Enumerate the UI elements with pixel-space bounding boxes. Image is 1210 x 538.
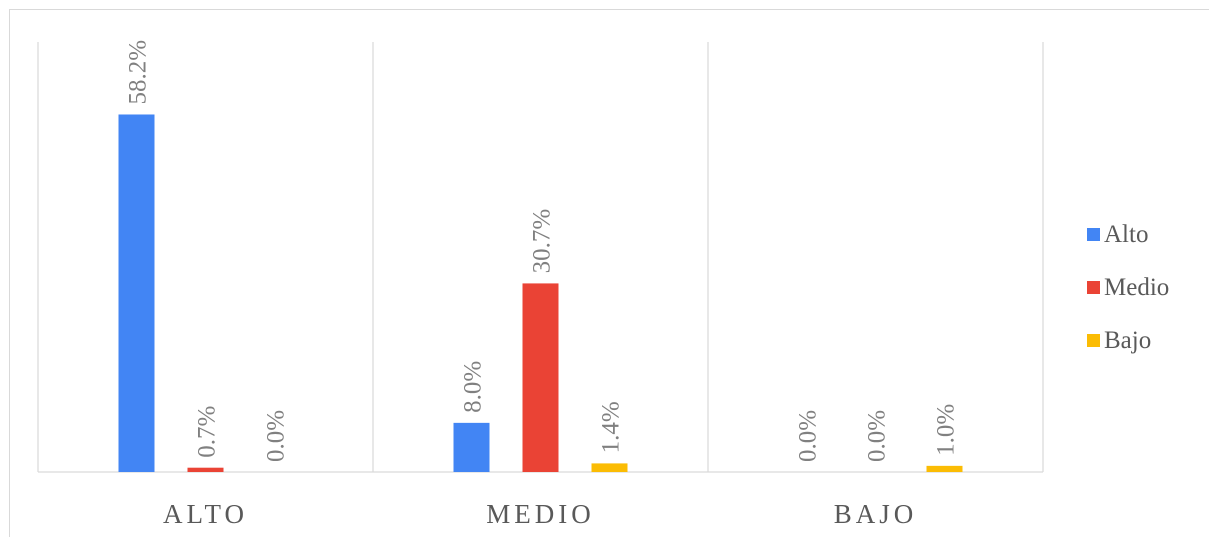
legend-item-alto[interactable]: Alto [1087, 208, 1169, 261]
category-label: ALTO [163, 499, 248, 529]
data-label: 1.0% [933, 404, 960, 456]
bar-bajo-medio [591, 463, 628, 472]
legend-swatch-medio [1087, 281, 1100, 294]
bar-alto-medio [453, 422, 490, 472]
legend-label-bajo: Bajo [1104, 326, 1152, 354]
data-label: 0.0% [795, 410, 822, 462]
legend-label-alto: Alto [1104, 220, 1149, 248]
category-label: BAJO [834, 499, 918, 529]
bar-bajo-bajo [926, 465, 963, 472]
data-label: 0.0% [864, 410, 891, 462]
data-label: 0.0% [263, 410, 290, 462]
data-label: 30.7% [529, 209, 556, 274]
legend-swatch-bajo [1087, 334, 1100, 347]
legend-item-bajo[interactable]: Bajo [1087, 314, 1169, 367]
data-label: 1.4% [598, 401, 625, 453]
category-label: MEDIO [486, 499, 595, 529]
bar-medio-alto [187, 467, 224, 472]
bar-alto-alto [118, 114, 155, 472]
data-label: 0.7% [194, 406, 221, 458]
legend-swatch-alto [1087, 228, 1100, 241]
legend-item-medio[interactable]: Medio [1087, 261, 1169, 314]
data-label: 58.2% [125, 40, 152, 105]
data-label: 8.0% [460, 361, 487, 413]
legend-label-medio: Medio [1104, 273, 1170, 301]
chart-frame [9, 9, 1209, 537]
bar-medio-medio [522, 283, 559, 472]
legend: Alto Medio Bajo [1087, 208, 1169, 367]
